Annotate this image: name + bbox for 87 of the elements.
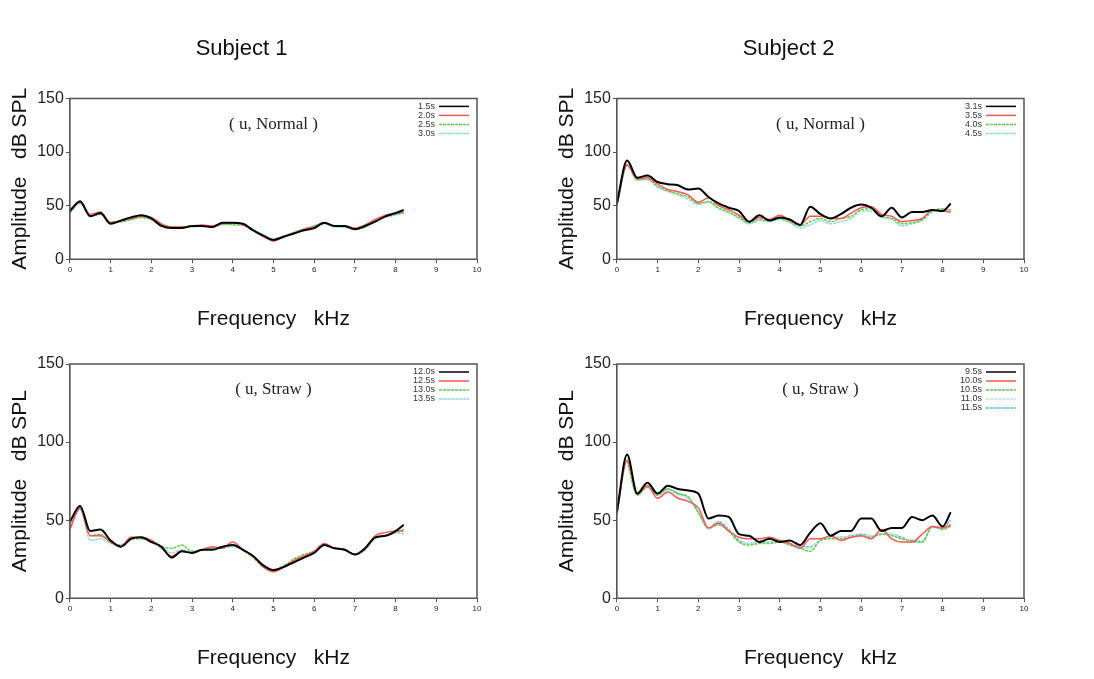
x-tick-label: 7: [352, 265, 358, 275]
x-tick-label: 2: [149, 265, 155, 275]
legend-label: 9.5s: [964, 366, 983, 377]
x-tick-label: 7: [899, 265, 905, 275]
y-tick-label: 150: [584, 354, 611, 372]
y-tick-label: 100: [584, 432, 611, 450]
legend-label: 3.5s: [964, 109, 983, 120]
legend-label: 13.5s: [412, 393, 436, 404]
legend-label: 2.5s: [417, 118, 436, 129]
x-tick-label: 9: [434, 604, 440, 614]
legend-label: 12.0s: [412, 366, 436, 377]
y-tick-label: 50: [593, 196, 611, 214]
x-tick-label: 2: [696, 604, 702, 614]
legend-label: 11.0s: [960, 393, 983, 404]
y-axis-title: Amplitude dB SPL: [7, 87, 31, 270]
x-tick-label: 4: [777, 265, 783, 275]
x-tick-label: 8: [940, 265, 946, 275]
x-tick-label: 8: [940, 604, 946, 614]
x-tick-label: 2: [696, 265, 702, 275]
legend-label: 4.5s: [964, 127, 983, 138]
x-tick-label: 5: [818, 604, 824, 614]
x-tick-label: 1: [108, 265, 114, 275]
x-axis-title: Frequency kHz: [197, 645, 350, 669]
x-tick-label: 10: [1019, 265, 1029, 275]
x-tick-label: 3: [736, 265, 742, 275]
legend-label: 1.5s: [417, 100, 436, 111]
x-tick-label: 3: [189, 265, 195, 275]
y-tick-label: 50: [46, 510, 64, 528]
y-axis-title: Amplitude dB SPL: [554, 390, 578, 573]
chart-title: Subject 2: [742, 35, 835, 61]
x-axis-title: Frequency kHz: [744, 645, 897, 669]
x-tick-label: 4: [777, 604, 783, 614]
y-tick-label: 50: [46, 196, 64, 214]
y-tick-label: 50: [593, 510, 611, 528]
y-tick-label: 100: [584, 142, 611, 160]
legend-label: 3.0s: [417, 127, 436, 138]
legend-label: 10.0s: [959, 375, 983, 386]
x-tick-label: 5: [271, 604, 277, 614]
x-tick-label: 3: [736, 604, 742, 614]
x-tick-label: 4: [230, 604, 236, 614]
annotation: ( u, Straw ): [235, 379, 312, 399]
x-tick-label: 10: [472, 265, 482, 275]
x-tick-label: 9: [981, 604, 987, 614]
x-tick-label: 0: [614, 604, 620, 614]
x-tick-label: 1: [108, 604, 114, 614]
legend-label: 3.1s: [964, 100, 983, 111]
legend-label: 12.5s: [412, 375, 436, 386]
legend-label: 2.0s: [417, 109, 436, 120]
x-tick-label: 1: [655, 604, 661, 614]
y-tick-label: 100: [37, 432, 64, 450]
x-tick-label: 8: [393, 604, 399, 614]
x-tick-label: 6: [858, 604, 864, 614]
y-axis-title: Amplitude dB SPL: [554, 87, 578, 270]
y-tick-label: 150: [37, 354, 64, 372]
annotation: ( u, Normal ): [776, 113, 865, 133]
x-tick-label: 4: [230, 265, 236, 275]
x-tick-label: 9: [981, 265, 987, 275]
legend-label: 11.5s: [960, 402, 983, 413]
x-tick-label: 10: [472, 604, 482, 614]
legend-label: 13.0s: [412, 384, 436, 395]
legend-label: 10.5s: [959, 384, 983, 395]
x-tick-label: 0: [67, 265, 73, 275]
x-tick-label: 7: [352, 604, 358, 614]
x-tick-label: 9: [434, 265, 440, 275]
x-tick-label: 0: [67, 604, 73, 614]
x-tick-label: 7: [899, 604, 905, 614]
x-tick-label: 1: [655, 265, 661, 275]
y-tick-label: 150: [37, 88, 64, 106]
y-tick-label: 150: [584, 88, 611, 106]
legend-label: 4.0s: [964, 118, 983, 129]
x-tick-label: 6: [858, 265, 864, 275]
y-tick-label: 100: [37, 142, 64, 160]
x-tick-label: 10: [1019, 604, 1029, 614]
x-axis-title: Frequency kHz: [744, 306, 897, 330]
x-tick-label: 8: [393, 265, 399, 275]
x-tick-label: 5: [271, 265, 277, 275]
y-axis-title: Amplitude dB SPL: [7, 390, 31, 573]
x-tick-label: 3: [189, 604, 195, 614]
annotation: ( u, Normal ): [229, 113, 318, 133]
x-axis-title: Frequency kHz: [197, 306, 350, 330]
x-tick-label: 6: [311, 604, 317, 614]
chart-title: Subject 1: [195, 35, 288, 61]
annotation: ( u, Straw ): [782, 379, 859, 399]
x-tick-label: 5: [818, 265, 824, 275]
x-tick-label: 6: [311, 265, 317, 275]
x-tick-label: 0: [614, 265, 620, 275]
x-tick-label: 2: [149, 604, 155, 614]
